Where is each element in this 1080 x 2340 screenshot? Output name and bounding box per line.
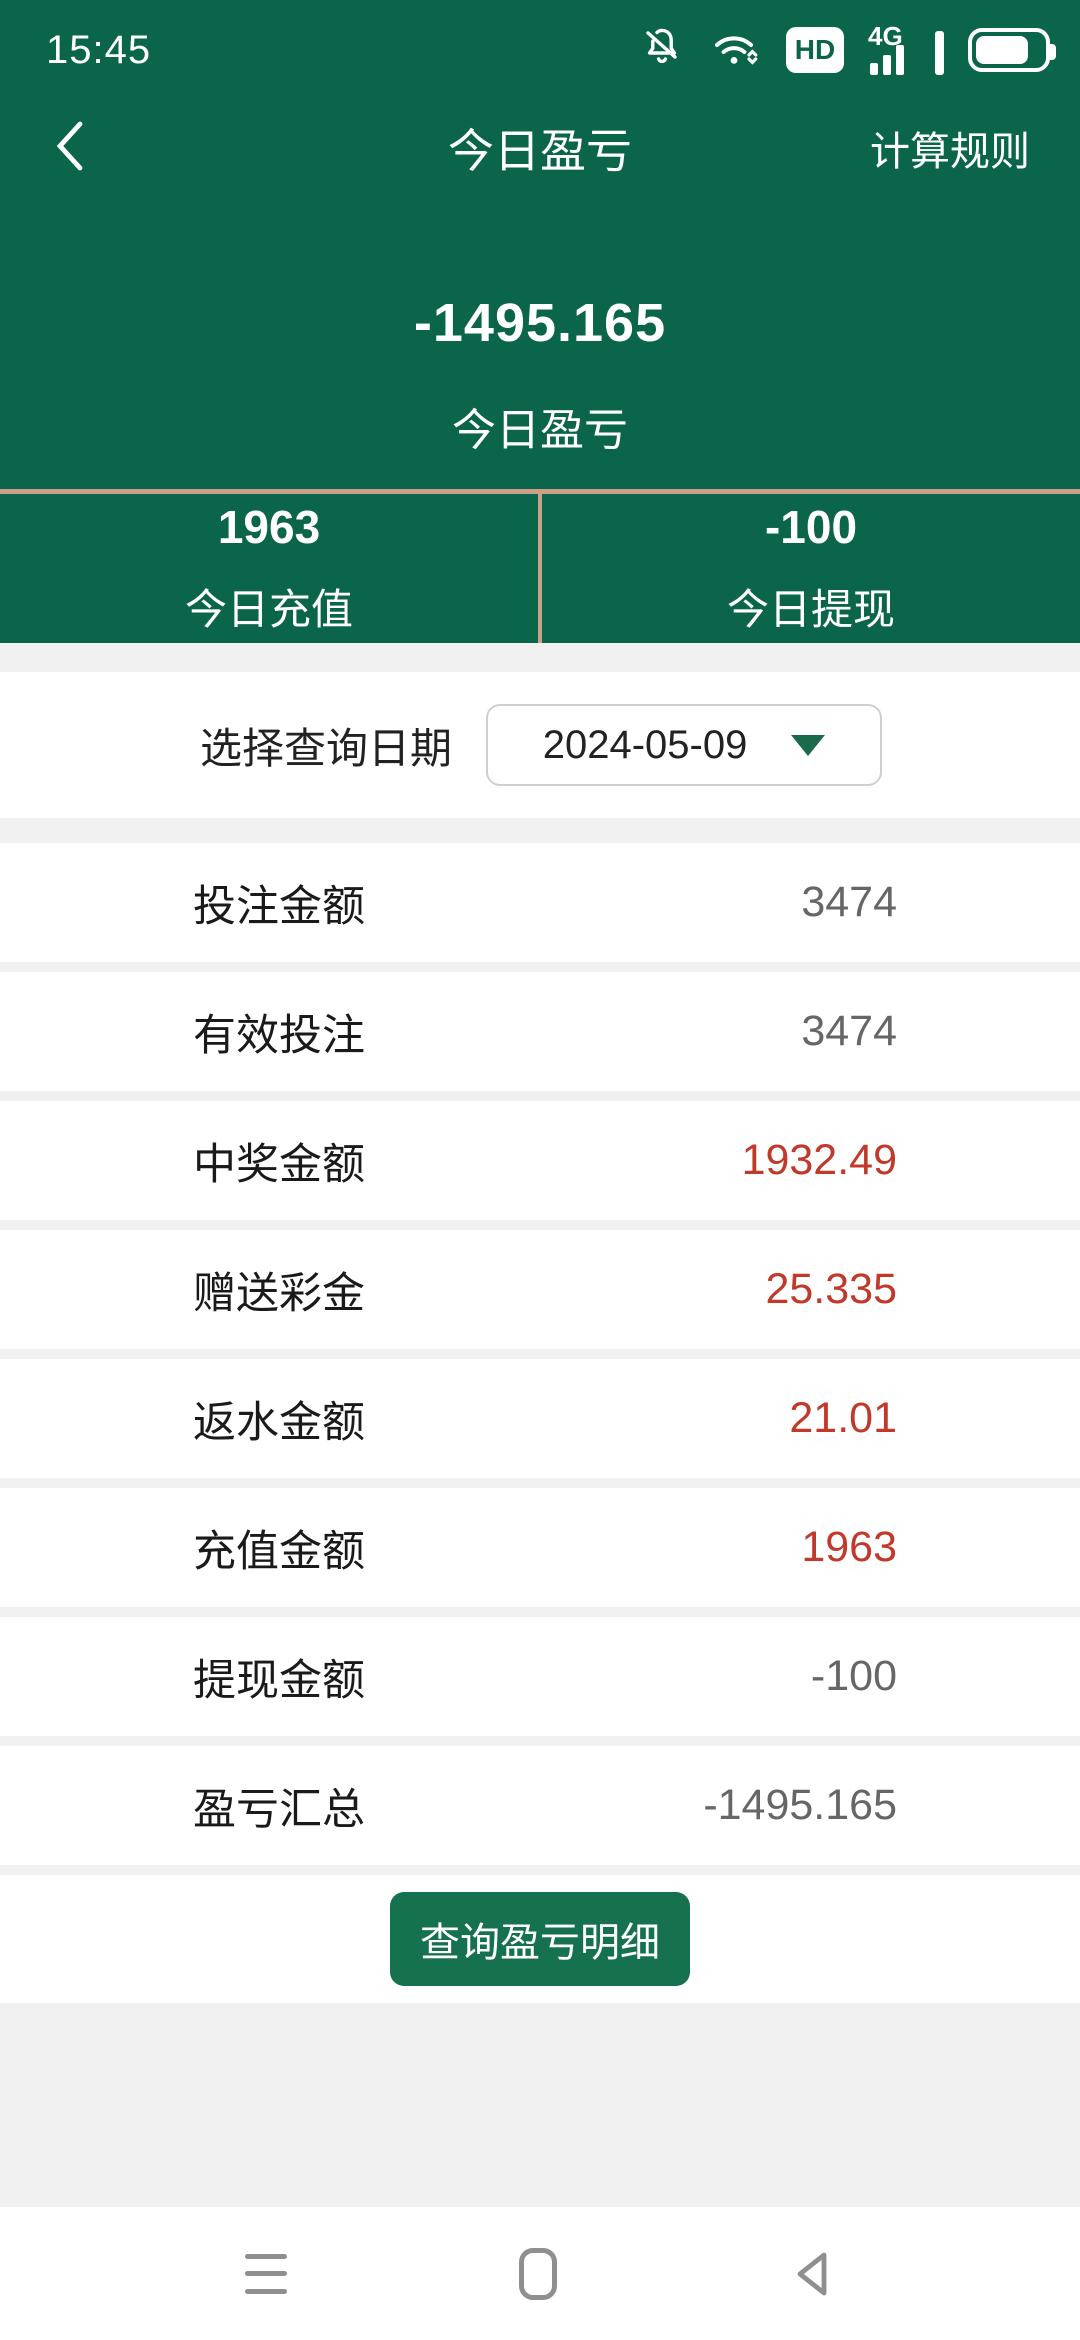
summary-bar: 1963 今日充值 -100 今日提现: [0, 489, 1080, 643]
app-bar: 今日盈亏 计算规则: [0, 100, 1080, 196]
row-profit-loss-total: 盈亏汇总 -1495.165: [0, 1746, 1080, 1875]
nav-back-button[interactable]: [789, 2248, 835, 2300]
section-gap: [0, 643, 1080, 672]
row-value: 1932.49: [741, 1136, 897, 1184]
row-value: 1963: [801, 1523, 897, 1571]
home-button[interactable]: [519, 2247, 557, 2300]
notifications-muted-icon: [638, 24, 686, 77]
footer-spacer: [0, 2003, 1080, 2207]
signal-4g-icon: 4G: [868, 21, 944, 75]
date-picker-label: 选择查询日期: [200, 724, 453, 772]
row-winning-amount: 中奖金额 1932.49: [0, 1101, 1080, 1230]
row-label: 盈亏汇总: [193, 1785, 365, 1834]
row-label: 赠送彩金: [193, 1269, 365, 1318]
row-value: -1495.165: [703, 1781, 897, 1829]
row-value: 25.335: [765, 1265, 897, 1313]
today-profit-loss-label: 今日盈亏: [452, 406, 628, 455]
query-detail-button[interactable]: 查询盈亏明细: [390, 1892, 690, 1986]
back-button[interactable]: [50, 118, 94, 179]
row-value: 3474: [801, 1007, 897, 1055]
recents-button[interactable]: [245, 2253, 287, 2294]
button-row: 查询盈亏明细: [0, 1875, 1080, 2003]
chevron-down-icon: [791, 734, 826, 756]
row-label: 返水金额: [193, 1398, 365, 1447]
row-label: 中奖金额: [193, 1140, 365, 1189]
row-label: 充值金额: [193, 1527, 365, 1576]
status-bar: 15:45: [0, 0, 1080, 86]
today-withdraw-cell: -100 今日提现: [542, 494, 1080, 643]
row-rebate: 返水金额 21.01: [0, 1359, 1080, 1488]
section-gap: [0, 818, 1080, 843]
row-bonus: 赠送彩金 25.335: [0, 1230, 1080, 1359]
row-label: 提现金额: [193, 1656, 365, 1705]
hero-section: 15:45: [0, 0, 1080, 643]
row-label: 投注金额: [193, 882, 365, 931]
date-select-value: 2024-05-09: [542, 722, 748, 767]
system-nav-bar: [0, 2207, 1080, 2340]
row-value: 21.01: [789, 1394, 897, 1442]
wifi-icon: [710, 24, 762, 77]
row-value: -100: [810, 1652, 897, 1700]
row-valid-bet: 有效投注 3474: [0, 972, 1080, 1101]
today-recharge-value: 1963: [217, 501, 321, 553]
clock: 15:45: [46, 27, 152, 72]
date-picker-row: 选择查询日期 2024-05-09: [0, 672, 1080, 818]
chevron-left-icon: [50, 118, 94, 179]
row-withdraw-amount: 提现金额 -100: [0, 1617, 1080, 1746]
today-withdraw-value: -100: [764, 501, 858, 553]
status-icons: HD 4G: [638, 21, 1056, 77]
page-title: 今日盈亏: [448, 125, 632, 177]
row-bet-amount: 投注金额 3474: [0, 843, 1080, 972]
row-label: 有效投注: [193, 1011, 365, 1060]
row-recharge-amount: 充值金额 1963: [0, 1488, 1080, 1617]
today-recharge-label: 今日充值: [184, 586, 353, 633]
today-profit-loss-value: -1495.165: [413, 293, 667, 353]
date-select[interactable]: 2024-05-09: [486, 704, 883, 786]
today-withdraw-label: 今日提现: [726, 586, 895, 633]
today-recharge-cell: 1963 今日充值: [0, 494, 542, 643]
report-table: 投注金额 3474 有效投注 3474 中奖金额 1932.49 赠送彩金 25…: [0, 843, 1080, 1875]
hd-icon: HD: [786, 27, 844, 73]
battery-icon: [968, 28, 1056, 72]
calc-rules-link[interactable]: 计算规则: [870, 130, 1030, 174]
row-value: 3474: [801, 878, 897, 926]
